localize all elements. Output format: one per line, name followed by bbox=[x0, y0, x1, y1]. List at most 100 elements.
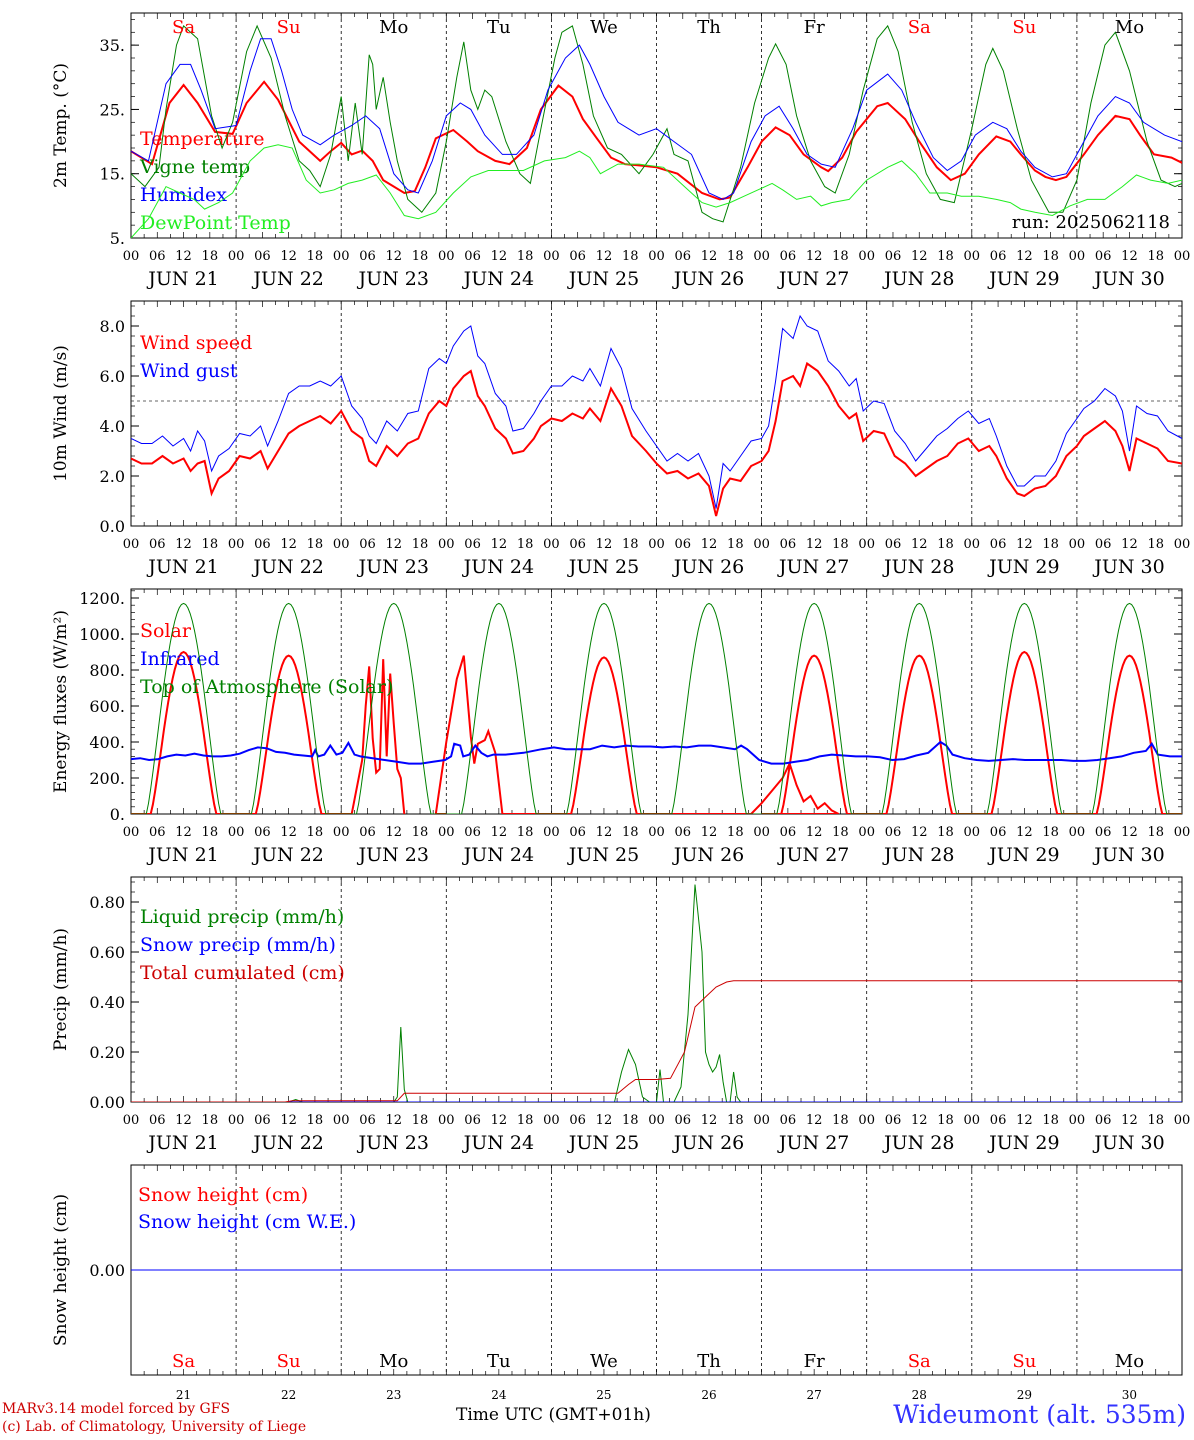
hour-tick-label: 06 bbox=[675, 825, 692, 840]
hour-tick-label: 12 bbox=[175, 1113, 192, 1128]
y-axis-title: 10m Wind (m/s) bbox=[51, 345, 71, 482]
legend-entry: Wind gust bbox=[140, 360, 238, 382]
panel-1: 5. 15. 25. 35. 2m Temp. (°C) Temperature Vigne… bbox=[51, 12, 1190, 290]
hour-tick-label: 12 bbox=[491, 249, 508, 264]
day-number-label: 21 bbox=[176, 1388, 191, 1402]
plot-frame bbox=[130, 588, 1183, 815]
hour-tick-label: 06 bbox=[990, 537, 1007, 552]
hour-tick-label: 18 bbox=[412, 825, 429, 840]
hour-tick-label: 00 bbox=[648, 1113, 665, 1128]
day-name-label: Sa bbox=[908, 17, 931, 38]
date-label: JUN 30 bbox=[1092, 844, 1164, 866]
date-label: JUN 29 bbox=[987, 1132, 1059, 1154]
hour-tick-label: 12 bbox=[701, 1113, 718, 1128]
date-label: JUN 27 bbox=[777, 268, 849, 290]
hour-tick-label: 12 bbox=[806, 537, 823, 552]
hour-tick-label: 00 bbox=[964, 537, 981, 552]
hour-tick-label: 00 bbox=[543, 537, 560, 552]
hour-tick-label: 06 bbox=[569, 249, 586, 264]
day-name-label: We bbox=[590, 1351, 618, 1372]
hour-tick-label: 00 bbox=[333, 1113, 350, 1128]
date-label: JUN 22 bbox=[251, 844, 323, 866]
date-label: JUN 25 bbox=[567, 268, 639, 290]
hour-tick-label: 06 bbox=[675, 537, 692, 552]
hour-tick-label: 12 bbox=[806, 249, 823, 264]
series-line-temperature bbox=[131, 80, 1182, 201]
date-label: JUN 21 bbox=[146, 844, 218, 866]
hour-tick-label: 18 bbox=[202, 537, 219, 552]
legend-entry: Snow precip (mm/h) bbox=[140, 934, 336, 956]
hour-tick-label: 00 bbox=[228, 825, 245, 840]
legend-entry: Top of Atmosphere (Solar) bbox=[140, 676, 393, 698]
y-axis-title: Energy fluxes (W/m²) bbox=[51, 610, 71, 793]
date-label: JUN 26 bbox=[672, 1132, 744, 1154]
y-tick-label: 600. bbox=[89, 697, 125, 716]
hour-tick-label: 12 bbox=[911, 1113, 928, 1128]
hour-tick-label: 00 bbox=[123, 1113, 140, 1128]
hour-tick-label: 00 bbox=[333, 249, 350, 264]
hour-tick-label: 06 bbox=[569, 825, 586, 840]
hour-tick-label: 18 bbox=[1147, 825, 1164, 840]
y-tick-label: 800. bbox=[89, 661, 125, 680]
hour-tick-label: 06 bbox=[569, 1113, 586, 1128]
hour-tick-label: 18 bbox=[1147, 537, 1164, 552]
hour-tick-label: 00 bbox=[543, 825, 560, 840]
hour-tick-label: 00 bbox=[1069, 1113, 1086, 1128]
hour-tick-label: 18 bbox=[517, 1113, 534, 1128]
legend-entry: DewPoint Temp bbox=[140, 212, 291, 234]
hour-tick-label: 06 bbox=[149, 825, 166, 840]
hour-tick-label: 06 bbox=[885, 249, 902, 264]
day-name-label: Mo bbox=[379, 17, 408, 38]
hour-tick-label: 12 bbox=[596, 825, 613, 840]
y-tick-label: 4.0 bbox=[100, 417, 125, 436]
plot-frame bbox=[130, 12, 1183, 239]
hour-tick-label: 06 bbox=[990, 1113, 1007, 1128]
date-label: JUN 22 bbox=[251, 556, 323, 578]
y-tick-label: 0.0 bbox=[100, 517, 125, 536]
legend-entry: Total cumulated (cm) bbox=[140, 962, 345, 984]
hour-tick-label: 00 bbox=[648, 825, 665, 840]
hour-tick-label: 12 bbox=[806, 825, 823, 840]
hour-tick-label: 06 bbox=[464, 249, 481, 264]
series-line-humidex bbox=[131, 38, 1182, 200]
date-label: JUN 27 bbox=[777, 556, 849, 578]
hour-tick-label: 06 bbox=[149, 1113, 166, 1128]
day-name-label: Mo bbox=[379, 1351, 408, 1372]
date-label: JUN 27 bbox=[777, 844, 849, 866]
day-number-label: 30 bbox=[1122, 1388, 1137, 1402]
date-label: JUN 25 bbox=[567, 844, 639, 866]
hour-tick-label: 06 bbox=[780, 537, 797, 552]
hour-tick-label: 06 bbox=[359, 249, 376, 264]
hour-tick-label: 06 bbox=[990, 249, 1007, 264]
hour-tick-label: 18 bbox=[937, 537, 954, 552]
hour-tick-label: 00 bbox=[648, 537, 665, 552]
date-label: JUN 29 bbox=[987, 268, 1059, 290]
day-name-label: Mo bbox=[1115, 1351, 1144, 1372]
day-number-label: 24 bbox=[491, 1388, 507, 1402]
series-line-solar bbox=[131, 650, 1182, 814]
date-label: JUN 24 bbox=[462, 268, 534, 290]
hour-tick-label: 06 bbox=[885, 825, 902, 840]
date-label: JUN 21 bbox=[146, 1132, 218, 1154]
day-name-label: Fr bbox=[804, 1351, 825, 1372]
hour-tick-label: 06 bbox=[780, 825, 797, 840]
day-number-label: 25 bbox=[596, 1388, 611, 1402]
hour-tick-label: 12 bbox=[596, 1113, 613, 1128]
hour-tick-label: 00 bbox=[123, 249, 140, 264]
date-label: JUN 24 bbox=[462, 556, 534, 578]
date-label: JUN 23 bbox=[357, 268, 429, 290]
hour-tick-label: 12 bbox=[491, 825, 508, 840]
date-label: JUN 29 bbox=[987, 556, 1059, 578]
hour-tick-label: 06 bbox=[359, 825, 376, 840]
date-label: JUN 28 bbox=[882, 1132, 954, 1154]
y-tick-label: 25. bbox=[100, 100, 125, 119]
day-name-label: Mo bbox=[1115, 17, 1144, 38]
hour-tick-label: 12 bbox=[280, 825, 297, 840]
hour-tick-label: 18 bbox=[307, 249, 324, 264]
hour-tick-label: 00 bbox=[228, 1113, 245, 1128]
hour-tick-label: 00 bbox=[438, 1113, 455, 1128]
hour-tick-label: 00 bbox=[753, 537, 770, 552]
hour-tick-label: 12 bbox=[280, 249, 297, 264]
hour-tick-label: 00 bbox=[1174, 1113, 1191, 1128]
day-number-label: 27 bbox=[807, 1388, 822, 1402]
